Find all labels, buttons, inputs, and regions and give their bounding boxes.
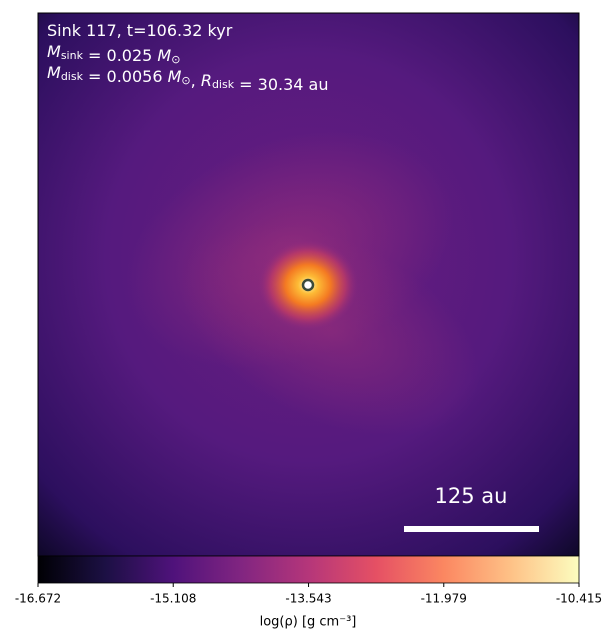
annotation: Sink 117, t=106.32 kyr [47, 21, 233, 40]
sink-marker [301, 278, 315, 292]
text-run: Sink 117, t=106.32 kyr [47, 21, 233, 40]
colorbar-tick-label: -10.415 [556, 592, 602, 606]
text-run: R [201, 71, 212, 90]
text-run: = 0.025 [83, 46, 157, 65]
text-run: M [47, 63, 61, 82]
text-run: = 0.0056 [83, 67, 168, 86]
subscript: ⊙ [181, 74, 190, 87]
scale-bar-label: 125 au [435, 484, 508, 508]
density-image [38, 13, 579, 556]
annotation: Msink = 0.025 M⊙ [47, 42, 180, 67]
text-run: M [47, 42, 61, 61]
text-run: , [191, 71, 201, 90]
colorbar-tick-label: -15.108 [150, 592, 196, 606]
colorbar-tick-label: -11.979 [421, 592, 467, 606]
subscript: ⊙ [171, 53, 180, 66]
colorbar-tick-label: -13.543 [285, 592, 331, 606]
text-run: M [168, 67, 182, 86]
colorbar-tick-label: -16.672 [15, 592, 61, 606]
colorbar [37, 555, 580, 584]
colorbar-label: log(ρ) [g cm⁻³] [260, 615, 357, 630]
subscript: disk [61, 70, 84, 83]
annotation: Mdisk = 0.0056 M⊙, Rdisk = 30.34 au [47, 63, 329, 94]
text-run: M [157, 46, 171, 65]
text-run: = 30.34 au [234, 75, 328, 94]
subscript: disk [212, 78, 235, 91]
subscript: sink [61, 49, 84, 62]
